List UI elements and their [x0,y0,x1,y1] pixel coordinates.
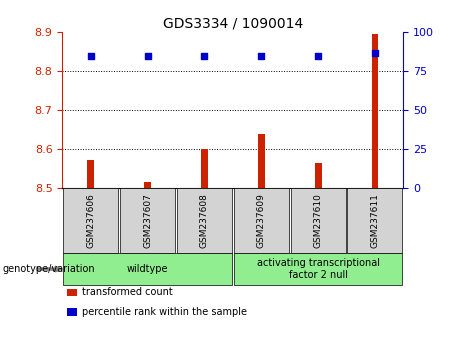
Text: GSM237609: GSM237609 [257,193,266,248]
Text: transformed count: transformed count [82,287,172,297]
Point [201,53,208,59]
Text: percentile rank within the sample: percentile rank within the sample [82,307,247,316]
Text: genotype/variation: genotype/variation [2,264,95,274]
Text: activating transcriptional
factor 2 null: activating transcriptional factor 2 null [257,258,379,280]
Title: GDS3334 / 1090014: GDS3334 / 1090014 [163,17,303,31]
Text: GSM237611: GSM237611 [371,193,379,248]
Text: GSM237607: GSM237607 [143,193,152,248]
Text: wildtype: wildtype [127,264,168,274]
Point [258,53,265,59]
Text: GSM237606: GSM237606 [86,193,95,248]
Point [314,53,322,59]
Bar [315,164,321,188]
Point [371,50,378,56]
Bar [258,134,265,188]
Bar [87,160,94,188]
Bar [201,149,208,188]
Bar [372,34,378,188]
Text: GSM237610: GSM237610 [313,193,323,248]
Bar [144,182,151,188]
Point [87,53,95,59]
Text: GSM237608: GSM237608 [200,193,209,248]
Point [144,53,151,59]
